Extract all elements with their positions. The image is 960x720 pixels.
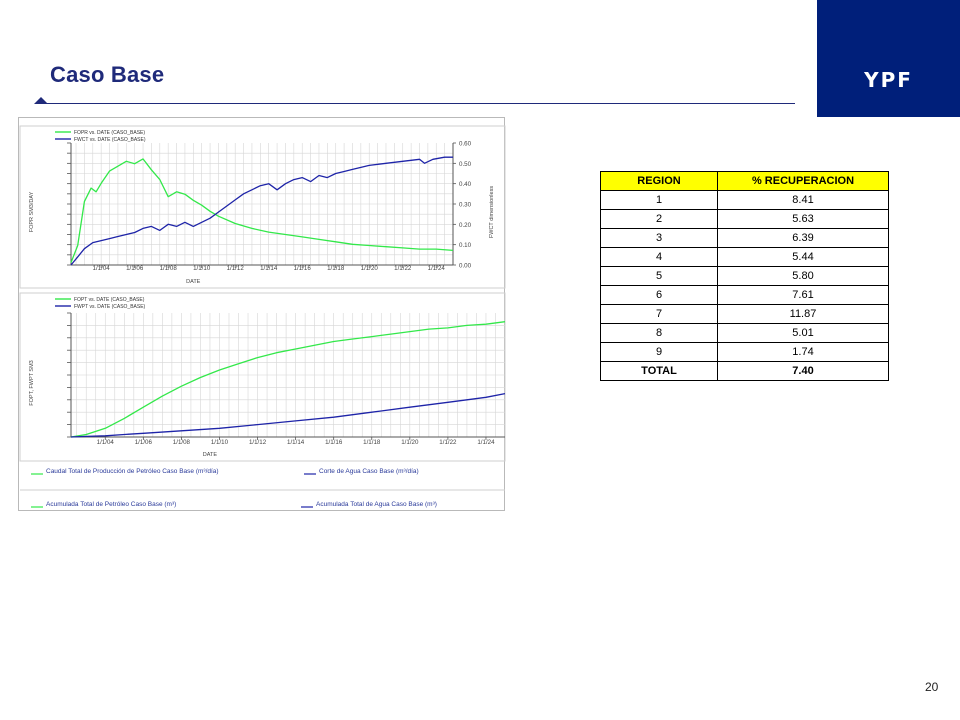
x-tick-label: 1/1/20	[401, 439, 419, 446]
series-line-oil	[70, 321, 506, 438]
plot-panel-frame	[19, 125, 506, 289]
y2-tick-label: 0.00	[459, 263, 472, 270]
y2-tick-label: 0.30	[459, 202, 472, 209]
recovery-table: REGION % RECUPERACION 1 8.41 2 5.63 3 6.39 …	[600, 171, 889, 381]
region-cell: 7	[600, 304, 718, 324]
x-tick-label: 1/1/08	[160, 265, 178, 272]
x-tick-label: 1/1/24	[477, 439, 495, 446]
x-tick-label: 1/1/22	[439, 439, 457, 446]
recovery-cell: 7.61	[717, 285, 889, 305]
region-cell: 4	[600, 247, 718, 267]
slide-title: Caso Base	[50, 62, 165, 87]
recovery-cell: 11.87	[717, 304, 889, 324]
x-axis-label: DATE	[186, 279, 201, 285]
title-rule	[47, 103, 795, 104]
legend-item-label: Corte de Agua Caso Base (m³/día)	[319, 468, 419, 475]
legend-item-label: Caudal Total de Producción de Petróleo C…	[46, 468, 219, 475]
region-cell: 9	[600, 342, 718, 362]
table-row: 2 5.63	[600, 209, 889, 229]
region-cell: 5	[600, 266, 718, 286]
table-row: 1 8.41	[600, 190, 889, 210]
x-tick-label: 1/1/16	[294, 265, 312, 272]
series-line-oil	[70, 158, 454, 263]
legend-entry: FWCT vs. DATE (CASO_BASE)	[74, 137, 146, 143]
legend-item-label: Acumulada Total de Agua Caso Base (m³)	[316, 501, 437, 508]
table-row: 8 5.01	[600, 323, 889, 343]
x-tick-label: 1/1/04	[97, 439, 115, 446]
recovery-cell: 5.80	[717, 266, 889, 286]
logo-text: YPF	[864, 67, 913, 92]
recovery-cell: 5.01	[717, 323, 889, 343]
legend-entry: FWPT vs. DATE (CASO_BASE)	[74, 304, 146, 310]
x-tick-label: 1/1/22	[394, 265, 412, 272]
table-row: 7 11.87	[600, 304, 889, 324]
region-cell: 2	[600, 209, 718, 229]
y-axis-label: FOPT, FWPT SM3	[29, 360, 35, 405]
ypf-logo: YPF	[817, 0, 960, 117]
header-region: REGION	[600, 171, 718, 191]
production-plots: 1/1/04 1/1/06 1/1/08 1/1/10 1/1/12 1/1/14 1/1/…	[19, 125, 506, 508]
x-tick-label: 1/1/20	[361, 265, 379, 272]
y2-tick-label: 0.20	[459, 222, 472, 229]
y2-tick-label: 0.40	[459, 181, 472, 188]
plot-panel-frame	[19, 292, 506, 462]
page-number: 20	[925, 680, 939, 694]
x-tick-label: 1/1/18	[363, 439, 381, 446]
recovery-cell: 5.63	[717, 209, 889, 229]
table-total-row: TOTAL 7.40	[600, 361, 889, 381]
x-tick-label: 1/1/06	[135, 439, 153, 446]
recovery-cell: 6.39	[717, 228, 889, 248]
y2-axis-label: FWCT dimensionless	[489, 186, 495, 238]
x-tick-label: 1/1/10	[193, 265, 211, 272]
y2-tick-label: 0.10	[459, 242, 472, 249]
legend-item-label: Acumulada Total de Petróleo Caso Base (m…	[46, 501, 176, 508]
table-row: 3 6.39	[600, 228, 889, 248]
total-value: 7.40	[717, 361, 889, 381]
y2-tick-label: 0.50	[459, 161, 472, 168]
series-line-water	[70, 156, 453, 266]
x-tick-label: 1/1/14	[287, 439, 305, 446]
region-cell: 3	[600, 228, 718, 248]
series-line-water	[70, 392, 506, 438]
recovery-cell: 8.41	[717, 190, 889, 210]
x-tick-label: 1/1/14	[260, 265, 278, 272]
y2-tick-label: 0.60	[459, 141, 472, 148]
x-tick-label: 1/1/08	[173, 439, 191, 446]
x-tick-label: 1/1/06	[126, 265, 144, 272]
x-tick-label: 1/1/18	[327, 265, 345, 272]
header-recovery: % RECUPERACION	[717, 171, 889, 191]
table-row: 9 1.74	[600, 342, 889, 362]
region-cell: 8	[600, 323, 718, 343]
table-header-row: REGION % RECUPERACION	[600, 171, 889, 191]
recovery-cell: 5.44	[717, 247, 889, 267]
region-cell: 6	[600, 285, 718, 305]
x-tick-label: 1/1/04	[93, 265, 111, 272]
x-tick-label: 1/1/12	[227, 265, 245, 272]
legend-entry: FOPT vs. DATE (CASO_BASE)	[74, 297, 145, 303]
x-tick-label: 1/1/16	[325, 439, 343, 446]
x-axis-label: DATE	[203, 452, 218, 458]
title-marker	[34, 97, 48, 104]
x-tick-label: 1/1/12	[249, 439, 267, 446]
chart-frame: 1/1/04 1/1/06 1/1/08 1/1/10 1/1/12 1/1/14 1/1/…	[18, 117, 506, 511]
table-row: 5 5.80	[600, 266, 889, 286]
total-label: TOTAL	[600, 361, 718, 381]
table-row: 6 7.61	[600, 285, 889, 305]
table-row: 4 5.44	[600, 247, 889, 267]
legend-entry: FOPR vs. DATE (CASO_BASE)	[74, 130, 145, 136]
x-tick-label: 1/1/24	[428, 265, 446, 272]
recovery-cell: 1.74	[717, 342, 889, 362]
region-cell: 1	[600, 190, 718, 210]
y-axis-label: FOPR SM3/DAY	[29, 191, 35, 232]
x-tick-label: 1/1/10	[211, 439, 229, 446]
